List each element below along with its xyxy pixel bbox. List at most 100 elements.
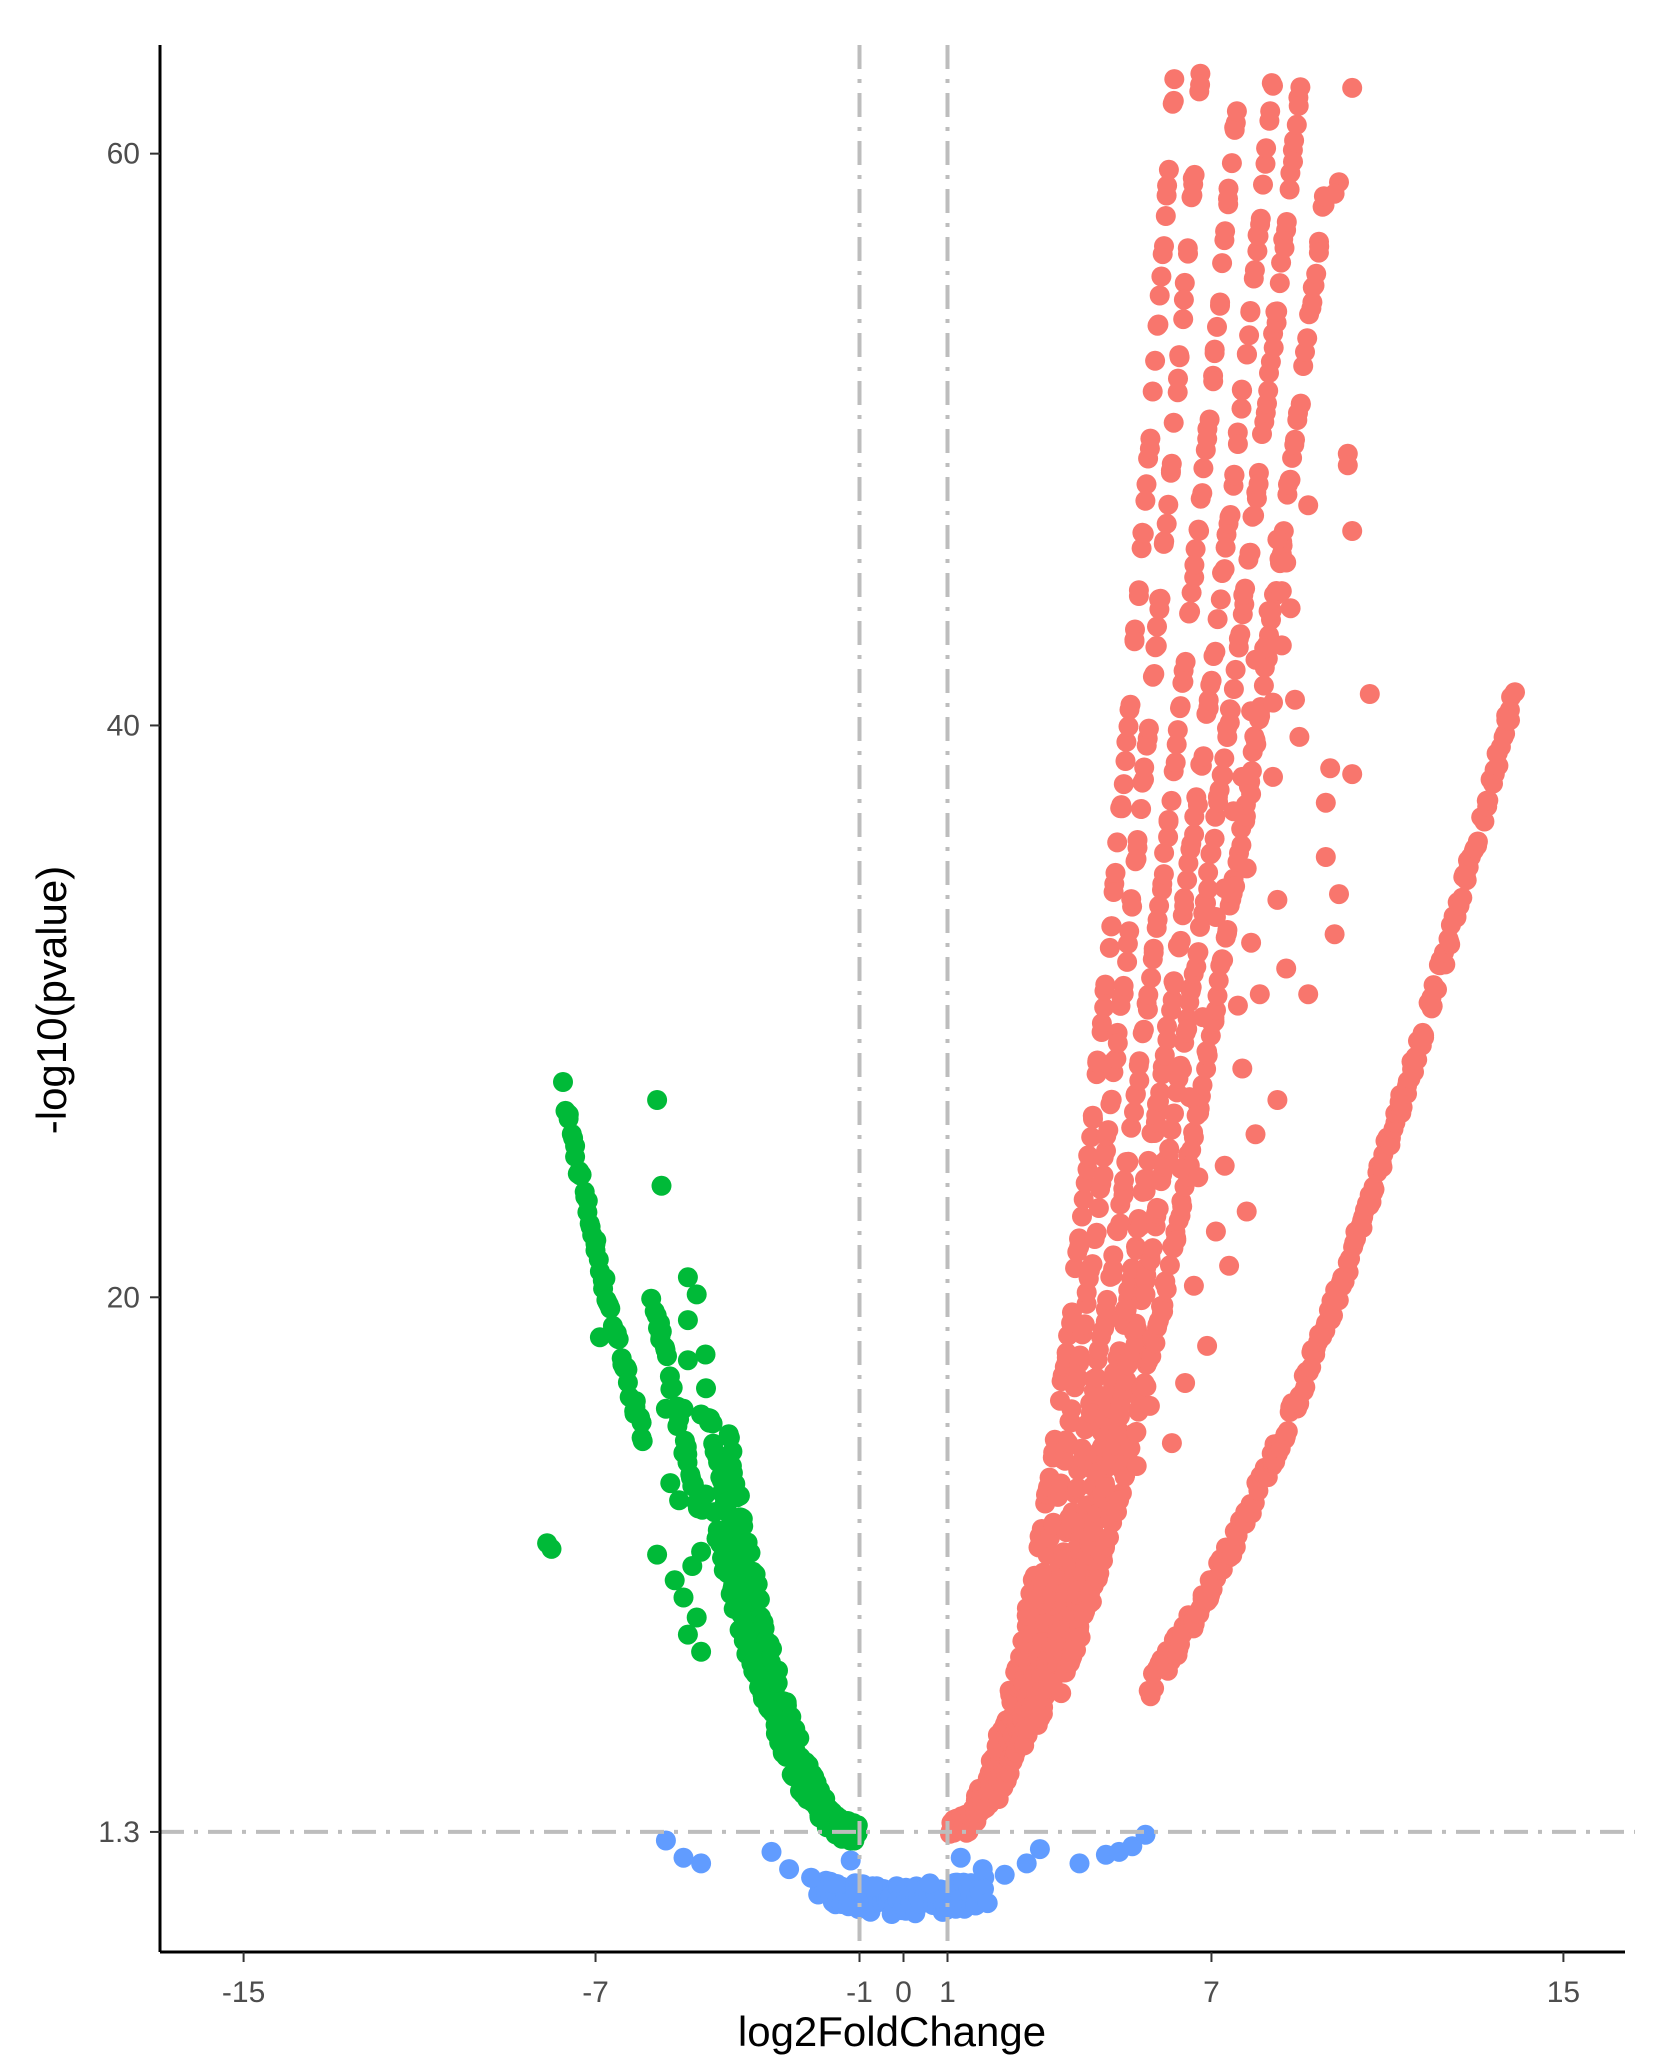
point-up [1323, 1305, 1343, 1326]
point-up [1258, 380, 1279, 401]
point-down [570, 1165, 591, 1186]
point-up [1297, 328, 1318, 349]
point-up [1276, 552, 1297, 573]
point-up [1118, 716, 1139, 737]
point-up [1285, 689, 1305, 710]
point-up [1161, 1119, 1182, 1140]
point-up [1241, 784, 1262, 805]
point-up [1132, 1023, 1153, 1044]
point-down [600, 1298, 621, 1319]
point-up [1137, 999, 1158, 1020]
point-down [677, 1350, 698, 1371]
point-up [1158, 810, 1179, 830]
point-up [1359, 684, 1380, 704]
point-down [722, 1441, 743, 1462]
point-not_significant [691, 1853, 712, 1874]
point-up [1121, 889, 1142, 910]
point-up [1161, 1433, 1182, 1454]
point-down [677, 1310, 698, 1331]
point-up [1219, 1255, 1240, 1276]
point-up [1074, 1314, 1095, 1335]
point-down [695, 1344, 716, 1365]
point-up [1246, 488, 1267, 509]
point-up [1223, 801, 1244, 822]
point-up [1139, 438, 1160, 459]
point-up [1239, 325, 1260, 346]
point-down [729, 1485, 750, 1506]
point-up [1174, 272, 1195, 293]
point-up [1320, 758, 1341, 779]
point-up [1189, 1103, 1210, 1124]
point-up [1138, 1150, 1159, 1171]
point-up [1207, 316, 1227, 337]
point-up [1141, 967, 1162, 988]
point-up [1232, 380, 1253, 401]
point-up [1452, 887, 1473, 908]
point-down [677, 1267, 698, 1288]
point-down [625, 1391, 646, 1412]
point-not_significant [840, 1850, 861, 1871]
point-up [1261, 73, 1282, 94]
point-not_significant [1029, 1839, 1050, 1860]
point-down [695, 1484, 716, 1505]
point-up [1188, 1167, 1209, 1188]
point-up [1165, 752, 1186, 773]
point-up [1169, 345, 1190, 366]
point-up [1149, 1091, 1169, 1112]
point-up [1125, 1334, 1146, 1354]
point-up [1162, 990, 1183, 1010]
point-up [1147, 616, 1167, 637]
point-up [1153, 864, 1174, 885]
point-down [677, 1444, 698, 1465]
point-up [1143, 938, 1164, 959]
point-up [1135, 490, 1156, 511]
point-not_significant [950, 1847, 971, 1868]
point-up [1069, 1237, 1090, 1258]
point-down [686, 1284, 707, 1305]
point-up [1184, 824, 1205, 845]
point-down [589, 1327, 610, 1348]
point-up [1212, 253, 1233, 274]
point-up [1153, 1301, 1174, 1322]
point-up [1078, 1145, 1099, 1166]
point-up [1118, 1151, 1139, 1172]
point-down [565, 1136, 586, 1156]
point-up [1153, 533, 1174, 554]
point-up [1226, 101, 1247, 122]
x-tick-label: -7 [582, 1976, 609, 2009]
point-up [1439, 931, 1460, 952]
point-up [1249, 984, 1270, 1005]
point-up [1159, 1138, 1180, 1159]
point-up [1154, 1045, 1175, 1066]
point-up [1172, 1196, 1193, 1217]
point-up [1138, 984, 1159, 1005]
point-up [1505, 682, 1525, 703]
point-down [664, 1570, 685, 1591]
point-up [1288, 95, 1309, 116]
point-up [1096, 1140, 1116, 1161]
point-up [1175, 651, 1196, 672]
point-up [1157, 175, 1178, 196]
point-up [1190, 74, 1211, 95]
point-up [1225, 659, 1246, 680]
point-up [1253, 174, 1273, 195]
point-up [1352, 1217, 1373, 1238]
point-up [1177, 238, 1198, 259]
x-axis-title: log2FoldChange [738, 2008, 1046, 2055]
point-up [1204, 828, 1225, 849]
x-tick-label: 7 [1203, 1976, 1220, 2009]
point-up [1170, 1055, 1191, 1076]
point-up [1232, 1058, 1253, 1079]
point-down [762, 1638, 782, 1659]
point-up [1193, 746, 1214, 767]
point-up [1192, 1075, 1213, 1096]
point-up [1166, 734, 1187, 755]
point-up [1240, 302, 1261, 323]
point-up [1231, 398, 1252, 419]
point-up [1155, 206, 1176, 226]
point-up [1181, 582, 1202, 603]
point-up [1144, 1678, 1165, 1699]
point-up [1126, 1456, 1147, 1476]
point-up [1324, 183, 1345, 204]
